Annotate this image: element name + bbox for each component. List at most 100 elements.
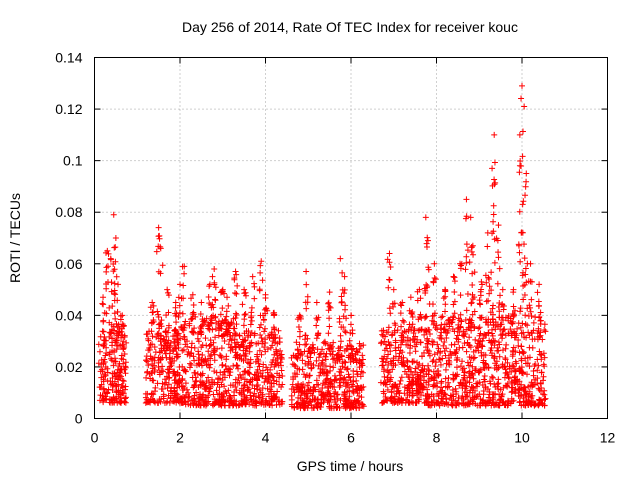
data-point — [442, 391, 449, 398]
data-point — [293, 339, 300, 346]
data-point — [490, 354, 497, 361]
data-point — [253, 340, 260, 347]
data-point — [454, 354, 461, 361]
data-point — [490, 321, 497, 328]
data-point — [492, 384, 499, 391]
data-point — [272, 395, 279, 402]
data-point — [509, 311, 516, 318]
data-point — [341, 273, 348, 280]
data-point — [476, 391, 483, 398]
data-point — [417, 392, 424, 399]
data-point — [407, 294, 414, 301]
data-point — [198, 329, 205, 336]
data-point — [308, 347, 315, 354]
data-point — [463, 259, 470, 266]
data-point — [360, 383, 367, 390]
data-point — [288, 396, 295, 403]
data-point — [109, 303, 116, 310]
data-point — [174, 391, 181, 398]
data-point — [239, 301, 246, 308]
data-point — [212, 334, 219, 341]
data-point — [254, 382, 261, 389]
data-point — [478, 286, 485, 293]
data-point — [266, 393, 273, 400]
data-point — [196, 354, 203, 361]
data-point — [464, 247, 471, 254]
data-point — [443, 399, 450, 406]
data-point — [540, 373, 547, 380]
data-point — [205, 348, 212, 355]
data-point — [440, 295, 447, 302]
data-point — [491, 181, 498, 188]
data-point — [471, 323, 478, 330]
data-point — [293, 403, 300, 410]
data-point — [504, 359, 511, 366]
data-point — [437, 348, 444, 355]
data-point — [432, 324, 439, 331]
data-point — [119, 331, 126, 338]
data-point — [471, 354, 478, 361]
data-point — [488, 287, 495, 294]
y-axis-label: ROTI / TECUs — [7, 193, 23, 283]
data-point — [509, 320, 516, 327]
data-point — [315, 354, 322, 361]
data-point — [312, 386, 319, 393]
data-point — [162, 328, 169, 335]
data-point — [256, 324, 263, 331]
data-point — [430, 393, 437, 400]
data-point — [481, 378, 488, 385]
data-point — [316, 351, 323, 358]
data-point — [172, 327, 179, 334]
data-point — [171, 398, 178, 405]
data-point — [296, 341, 303, 348]
data-point — [390, 362, 397, 369]
data-point — [384, 256, 391, 263]
data-point — [504, 371, 511, 378]
data-point — [112, 315, 119, 322]
data-point — [95, 341, 102, 348]
data-point — [478, 352, 485, 359]
data-point — [225, 302, 232, 309]
data-point — [202, 382, 209, 389]
data-point — [235, 365, 242, 372]
data-point — [486, 388, 493, 395]
data-point — [116, 369, 123, 376]
data-point — [349, 330, 356, 337]
data-point — [154, 380, 161, 387]
data-point — [255, 358, 262, 365]
data-point — [522, 192, 529, 199]
data-point — [406, 381, 413, 388]
data-point — [157, 338, 164, 345]
data-point — [222, 330, 229, 337]
data-point — [253, 402, 260, 409]
data-point — [221, 337, 228, 344]
data-point — [506, 365, 513, 372]
data-point — [541, 363, 548, 370]
data-point — [257, 331, 264, 338]
data-point — [261, 379, 268, 386]
data-point — [401, 318, 408, 325]
data-point — [173, 319, 180, 326]
data-point — [239, 342, 246, 349]
data-point — [182, 380, 189, 387]
data-point — [397, 341, 404, 348]
data-point — [199, 352, 206, 359]
data-point — [101, 358, 108, 365]
data-point — [316, 372, 323, 379]
data-point — [512, 377, 519, 384]
data-point — [160, 345, 167, 352]
data-point — [383, 381, 390, 388]
data-point — [299, 357, 306, 364]
data-point — [403, 371, 410, 378]
data-point — [511, 366, 518, 373]
data-point — [303, 305, 310, 312]
data-point — [450, 375, 457, 382]
data-point — [470, 355, 477, 362]
data-point — [198, 359, 205, 366]
data-point — [451, 310, 458, 317]
data-point — [442, 329, 449, 336]
data-point — [233, 311, 240, 318]
data-point — [497, 292, 504, 299]
data-point — [445, 379, 452, 386]
data-point — [455, 338, 462, 345]
